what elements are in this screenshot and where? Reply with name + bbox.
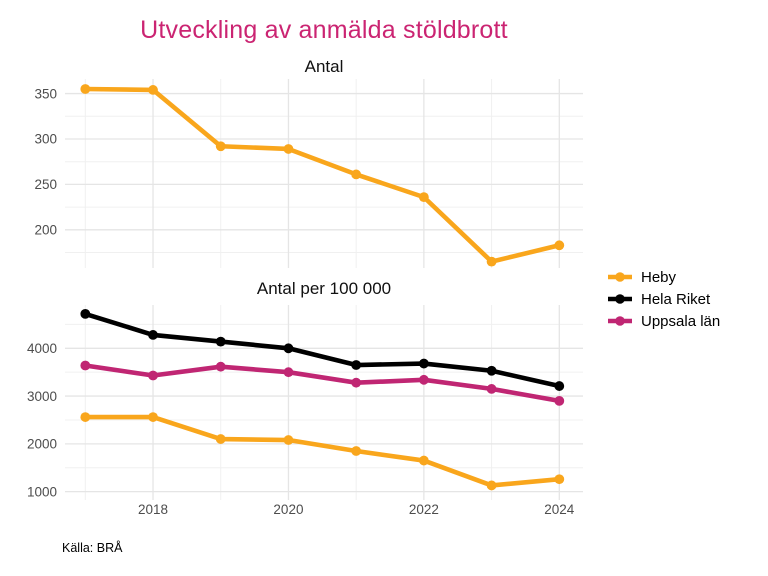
data-point-heby (351, 169, 362, 180)
x-axis-tick-label: 2022 (409, 502, 439, 517)
panel-title-antal: Antal (304, 57, 344, 76)
data-point-uppsala_lan (418, 374, 429, 385)
data-point-hela_riket (351, 360, 362, 370)
legend-label-hela-riket: Hela Riket (641, 290, 711, 308)
data-point-hela_riket (80, 308, 91, 319)
series-line-hela_riket (83, 311, 562, 389)
data-point-uppsala_lan (80, 360, 91, 371)
data-point-heby (80, 84, 91, 94)
data-point-heby (418, 455, 429, 466)
y-axis-tick-label: 4000 (27, 341, 57, 356)
panel-title-antal-per-100000: Antal per 100 000 (256, 279, 392, 298)
data-point-uppsala_lan (283, 367, 294, 378)
y-axis-tick-label: 2000 (27, 437, 57, 452)
data-point-heby (351, 446, 362, 456)
y-axis-tick-label: 300 (34, 132, 57, 147)
data-point-heby (215, 434, 226, 444)
uppsala-lan-line-key-icon (608, 316, 632, 326)
data-point-heby (215, 141, 226, 152)
legend-label-uppsala-lan: Uppsala län (641, 312, 721, 330)
page-title: Utveckling av anmälda stöldbrott (140, 16, 508, 44)
data-point-uppsala_lan (351, 377, 362, 388)
data-point-uppsala_lan (215, 361, 226, 372)
data-point-hela_riket (283, 343, 294, 354)
legend-label-heby: Heby (641, 268, 677, 286)
legend-item-heby: Heby (607, 266, 720, 288)
y-axis-tick-label: 3000 (27, 389, 57, 404)
data-point-uppsala_lan (486, 384, 497, 394)
data-point-hela_riket (486, 365, 497, 376)
data-point-heby (486, 480, 497, 491)
data-point-heby (486, 256, 497, 267)
x-axis-tick-label: 2020 (273, 502, 303, 517)
y-axis-tick-label: 250 (34, 177, 57, 192)
y-axis-tick-label: 350 (34, 86, 57, 101)
data-point-heby (554, 240, 565, 251)
data-point-heby (80, 412, 91, 422)
x-axis-tick-label: 2018 (138, 502, 168, 517)
legend-item-uppsala-lan: Uppsala län (607, 310, 720, 332)
source-caption: Källa: BRÅ (62, 541, 123, 555)
data-point-heby (148, 412, 158, 422)
hela-riket-line-key-icon (608, 294, 632, 304)
legend-item-hela-riket: Hela Riket (607, 288, 720, 310)
x-axis-tick-label: 2024 (544, 502, 575, 517)
data-point-hela_riket (554, 381, 565, 391)
y-axis-tick-label: 200 (34, 223, 57, 238)
data-point-hela_riket (418, 358, 429, 369)
series-line-heby (83, 414, 562, 488)
data-point-uppsala_lan (554, 395, 565, 406)
data-point-heby (148, 85, 158, 95)
series-line-heby (83, 86, 562, 264)
data-point-uppsala_lan (148, 370, 158, 381)
data-point-heby (554, 474, 565, 485)
data-point-heby (418, 192, 429, 203)
data-point-heby (283, 144, 294, 154)
data-point-hela_riket (148, 330, 158, 340)
data-point-heby (283, 435, 294, 445)
series-line-uppsala_lan (83, 363, 562, 404)
heby-line-key-icon (608, 272, 632, 282)
legend: Heby Hela Riket Uppsala län (607, 266, 720, 332)
y-axis-tick-label: 1000 (27, 484, 57, 499)
data-point-hela_riket (215, 336, 226, 347)
